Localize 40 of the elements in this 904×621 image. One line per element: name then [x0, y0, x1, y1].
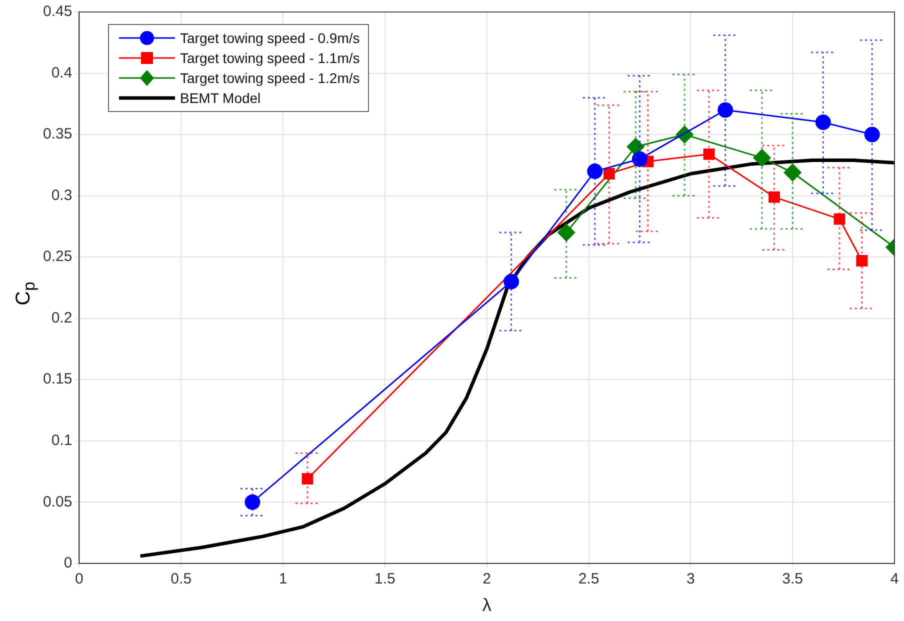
y-tick-label: 0.1 [51, 432, 72, 450]
y-tick-label: 0.25 [42, 248, 72, 266]
legend-label: Target towing speed - 1.2m/s [180, 70, 360, 86]
x-tick-label: 2.5 [578, 570, 600, 588]
y-tick-label: 0.4 [51, 64, 72, 82]
point [504, 274, 520, 290]
legend-label: BEMT Model [180, 90, 261, 106]
y-tick-label: 0.3 [51, 186, 72, 204]
x-tick-label: 3.5 [782, 570, 804, 588]
point [856, 255, 868, 266]
point [815, 114, 831, 130]
y-tick-label: 0 [64, 554, 72, 572]
point [603, 168, 615, 180]
point [558, 224, 576, 242]
y-tick-label: 0.2 [51, 309, 72, 326]
point [834, 213, 846, 225]
point [753, 149, 771, 167]
x-tick-label: 1.5 [374, 570, 396, 588]
point [632, 151, 648, 167]
point [703, 148, 715, 160]
y-tick-label: 0.45 [42, 3, 72, 20]
point [302, 473, 314, 485]
point [587, 164, 603, 180]
x-tick-label: 2 [482, 570, 492, 588]
y-tick-label: 0.35 [42, 126, 72, 143]
point [864, 126, 880, 142]
y-tick-label: 0.15 [42, 370, 72, 388]
x-tick-label: 4 [890, 570, 899, 588]
x-tick-label: 0 [75, 570, 84, 588]
legend-label: Target towing speed - 1.1m/s [180, 50, 360, 66]
point [784, 164, 802, 182]
x-tick-label: 1 [278, 570, 288, 588]
y-tick-label: 0.05 [42, 493, 72, 510]
point [768, 191, 780, 203]
legend-label: Target towing speed - 0.9m/s [180, 30, 360, 46]
x-tick-label: 0.5 [170, 570, 192, 588]
point [718, 102, 734, 118]
point [244, 494, 260, 510]
x-tick-label: 3 [686, 570, 695, 588]
x-axis-title: λ [482, 595, 492, 616]
